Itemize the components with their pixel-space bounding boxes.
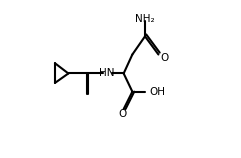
Text: O: O bbox=[119, 109, 127, 119]
Text: HN: HN bbox=[99, 68, 115, 79]
Text: O: O bbox=[161, 53, 169, 63]
Text: NH₂: NH₂ bbox=[135, 14, 155, 24]
Text: OH: OH bbox=[149, 87, 165, 97]
